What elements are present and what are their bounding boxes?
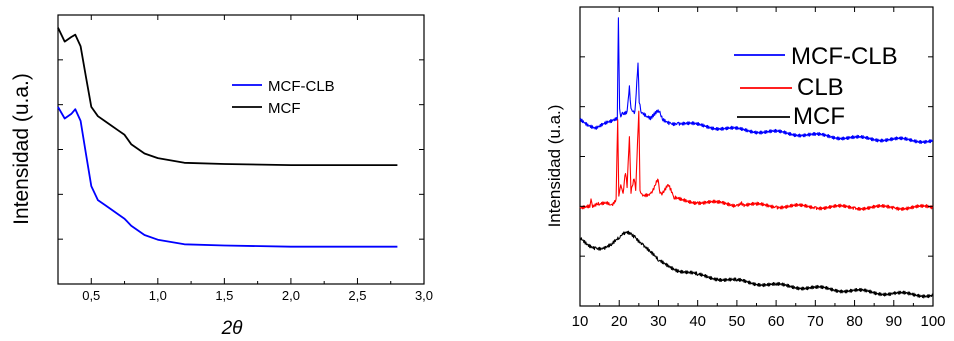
right-y-ticks	[580, 56, 933, 257]
right-x-tick-label: 90	[885, 313, 902, 330]
right-x-tick-label: 70	[807, 313, 824, 330]
left-x-tick-label: 0,5	[82, 288, 100, 303]
right-series-group	[579, 17, 934, 299]
left-series-group	[57, 27, 398, 248]
right-legend: MCF-CLB CLB MCF	[734, 43, 898, 130]
right-x-ticks: 10 20 30 40 50 60 70 80 90 100	[572, 7, 946, 330]
right-y-axis-label: Intensidad (u.a.)	[545, 105, 564, 228]
right-chart: 10 20 30 40 50 60 70 80 90 100 Intensidad (u.a.) …	[545, 6, 946, 330]
right-series-line-mcf-clb	[579, 17, 934, 144]
left-y-ticks	[58, 59, 424, 240]
right-x-tick-label: 100	[920, 313, 945, 330]
right-x-tick-label: 40	[689, 313, 706, 330]
left-x-tick-label: 2,0	[282, 288, 300, 303]
right-series-line-mcf	[579, 230, 934, 299]
left-legend-label-mcf: MCF	[268, 100, 301, 117]
right-x-tick-label: 80	[846, 313, 863, 330]
left-series-line-mcf-clb	[57, 106, 398, 248]
right-x-tick-label: 20	[611, 313, 628, 330]
left-x-tick-label: 1,5	[215, 288, 233, 303]
right-x-tick-label: 10	[572, 313, 589, 330]
right-legend-label-mcf-clb: MCF-CLB	[791, 43, 898, 70]
right-series-line-clb	[579, 110, 934, 212]
right-legend-label-mcf: MCF	[793, 103, 845, 130]
left-series-line-mcf	[57, 27, 398, 166]
left-x-tick-label: 2,5	[348, 288, 366, 303]
right-x-tick-label: 50	[729, 313, 746, 330]
left-chart: 0,5 1,0 1,5 2,0 2,5 3,0 2θ Intensidad (u.a.) …	[10, 14, 433, 339]
right-x-tick-label: 30	[650, 313, 667, 330]
left-x-tick-label: 1,0	[149, 288, 167, 303]
right-x-tick-label: 60	[768, 313, 785, 330]
left-x-axis-label: 2θ	[221, 318, 244, 339]
left-x-tick-label: 3,0	[415, 288, 433, 303]
left-y-axis-label: Intensidad (u.a.)	[10, 73, 33, 225]
left-legend: MCF-CLB MCF	[232, 78, 335, 117]
right-legend-label-clb: CLB	[797, 74, 844, 101]
left-plot-frame	[57, 14, 425, 285]
left-x-ticks: 0,5 1,0 1,5 2,0 2,5 3,0	[82, 15, 433, 303]
left-legend-label-mcf-clb: MCF-CLB	[268, 78, 335, 95]
